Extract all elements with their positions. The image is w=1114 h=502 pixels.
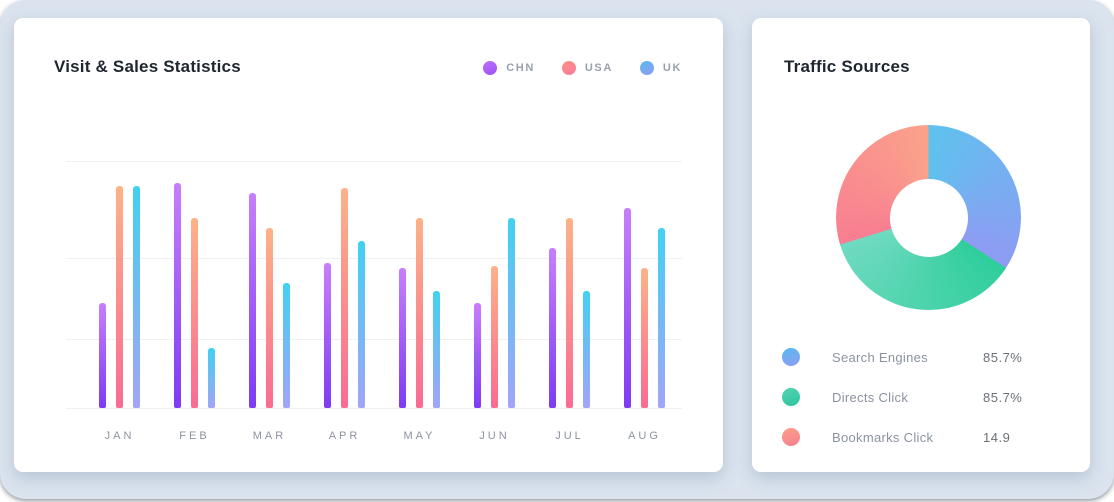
bar-uk-aug [658, 228, 665, 408]
gridline [66, 339, 682, 340]
traffic-dot-directs-click-icon [782, 388, 800, 406]
bar-group-may [382, 161, 457, 408]
x-axis-label-may: MAY [403, 430, 436, 442]
x-axis-label-mar: MAR [252, 430, 287, 442]
bar-chart-legend: CHN USA UK [483, 61, 682, 75]
traffic-legend-label: Directs Click [832, 390, 909, 405]
visit-sales-card: Visit & Sales Statistics CHN USA UK JAN FEB… [14, 18, 723, 472]
bar-chn-mar [249, 193, 256, 408]
legend-label: USA [584, 62, 613, 74]
legend-dot-uk-icon [639, 61, 654, 75]
gridline [66, 408, 682, 409]
bar-chart [66, 161, 682, 409]
bar-uk-apr [358, 240, 365, 408]
traffic-legend-label: Bookmarks Click [832, 430, 934, 445]
bar-uk-mar [283, 283, 290, 408]
bar-usa-jan [116, 185, 123, 408]
traffic-legend-value: 14.9 [983, 430, 1011, 445]
x-axis-label-feb: FEB [179, 430, 210, 442]
bar-usa-apr [341, 188, 348, 408]
donut-chart [836, 125, 1021, 310]
bar-chn-aug [624, 208, 631, 408]
x-axis-label-aug: AUG [628, 430, 661, 442]
bar-group-feb [157, 161, 232, 408]
legend-label: CHN [506, 62, 535, 74]
bar-chn-jun [474, 303, 481, 408]
traffic-legend-row-bookmarks-click: Bookmarks Click 14.9 [782, 428, 1070, 446]
x-axis-label-jan: JAN [104, 430, 135, 442]
x-axis-label-apr: APR [328, 430, 361, 442]
bar-uk-jul [583, 290, 590, 408]
bar-usa-feb [191, 218, 198, 408]
bar-group-jan [82, 161, 157, 408]
bar-chn-feb [174, 183, 181, 408]
traffic-legend-value: 85.7% [983, 390, 1023, 405]
legend-dot-chn-icon [483, 61, 498, 75]
bar-uk-feb [208, 348, 215, 408]
bar-uk-may [433, 290, 440, 408]
legend-item-usa[interactable]: USA [561, 61, 613, 75]
traffic-legend-row-search-engines: Search Engines 85.7% [782, 348, 1070, 366]
traffic-dot-search-engines-icon [782, 348, 800, 366]
bar-group-jul [532, 161, 607, 408]
bar-usa-may [416, 218, 423, 408]
bar-group-apr [307, 161, 382, 408]
bar-uk-jan [133, 185, 140, 408]
bar-chn-may [399, 268, 406, 408]
legend-item-chn[interactable]: CHN [483, 61, 535, 75]
gridline [66, 258, 682, 259]
bar-group-mar [232, 161, 307, 408]
x-axis-label-jun: JUN [479, 430, 510, 442]
legend-dot-usa-icon [561, 61, 576, 75]
traffic-sources-title: Traffic Sources [784, 57, 910, 76]
traffic-legend-row-directs-click: Directs Click 85.7% [782, 388, 1070, 406]
bar-usa-jun [491, 265, 498, 408]
traffic-legend-label: Search Engines [832, 350, 928, 365]
legend-label: UK [662, 62, 682, 74]
bar-usa-mar [266, 228, 273, 408]
bar-uk-jun [508, 218, 515, 408]
bar-usa-jul [566, 218, 573, 408]
x-axis-label-jul: JUL [555, 430, 584, 442]
traffic-sources-card: Traffic Sources Search Engines 85.7% Direc… [752, 18, 1090, 472]
bar-usa-aug [641, 268, 648, 408]
traffic-legend-value: 85.7% [983, 350, 1023, 365]
x-axis-labels: JAN FEB MAR APR MAY JUN JUL AUG [66, 430, 682, 442]
gridline [66, 161, 682, 162]
visit-sales-title: Visit & Sales Statistics [54, 57, 241, 76]
bar-chn-jan [99, 303, 106, 408]
traffic-dot-bookmarks-click-icon [782, 428, 800, 446]
bar-groups [66, 161, 682, 408]
bar-chn-apr [324, 263, 331, 408]
bar-group-jun [457, 161, 532, 408]
bar-group-aug [607, 161, 682, 408]
bar-chn-jul [549, 248, 556, 408]
donut-hole [889, 178, 968, 257]
legend-item-uk[interactable]: UK [639, 61, 682, 75]
